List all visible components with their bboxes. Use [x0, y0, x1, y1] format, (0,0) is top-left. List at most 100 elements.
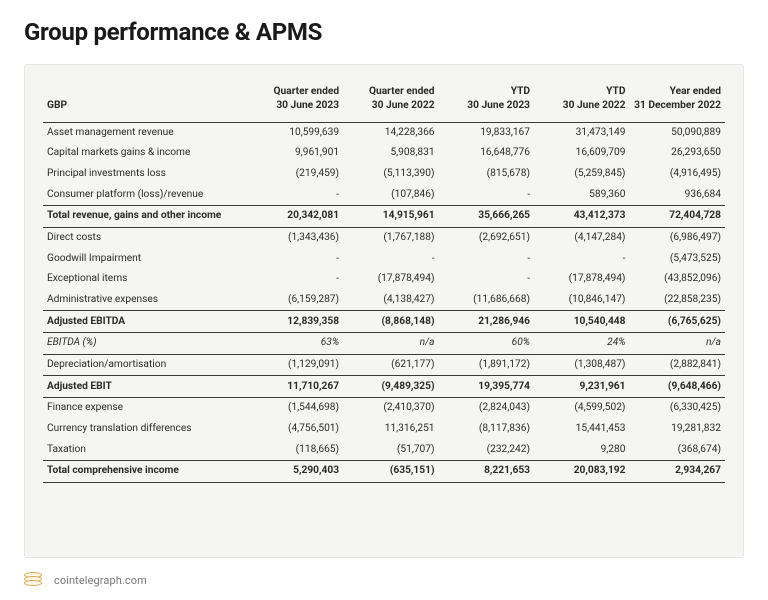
cell-value: (1,891,172) — [439, 354, 534, 376]
table-row: Consumer platform (loss)/revenue-(107,84… — [43, 185, 725, 206]
cell-value: 19,833,167 — [439, 122, 534, 143]
table-row: Total comprehensive income5,290,403(635,… — [43, 461, 725, 483]
row-label: Depreciation/amortisation — [43, 354, 248, 376]
cell-value: (6,159,287) — [248, 290, 343, 311]
cell-value: 16,648,776 — [439, 143, 534, 164]
row-label: Administrative expenses — [43, 290, 248, 311]
source-label: cointelegraph.com — [54, 574, 147, 587]
cell-value: (1,343,436) — [248, 227, 343, 248]
table-row: Capital markets gains & income9,961,9015… — [43, 143, 725, 164]
cell-value: (4,138,427) — [343, 290, 438, 311]
row-label: Consumer platform (loss)/revenue — [43, 185, 248, 206]
cell-value: (9,648,466) — [629, 376, 725, 398]
cell-value: (43,852,096) — [629, 269, 725, 290]
cell-value: 12,839,358 — [248, 311, 343, 333]
cell-value: (9,489,325) — [343, 376, 438, 398]
column-header: Year ended 31 December 2022 — [629, 81, 725, 122]
cell-value: 21,286,946 — [439, 311, 534, 333]
cell-value: 11,710,267 — [248, 376, 343, 398]
table-row: Asset management revenue10,599,63914,228… — [43, 122, 725, 143]
cell-value: 9,280 — [534, 439, 629, 460]
cell-value: n/a — [343, 333, 438, 355]
cell-value: (5,473,525) — [629, 249, 725, 270]
cell-value: 10,599,639 — [248, 122, 343, 143]
table-row: EBITDA (%)63%n/a60%24%n/a — [43, 333, 725, 355]
table-row: Adjusted EBIT11,710,267(9,489,325)19,395… — [43, 376, 725, 398]
row-label: Direct costs — [43, 227, 248, 248]
row-label: Principal investments loss — [43, 164, 248, 185]
cell-value: (118,665) — [248, 439, 343, 460]
cell-value: 43,412,373 — [534, 206, 629, 228]
table-row: Currency translation differences(4,756,5… — [43, 419, 725, 440]
cell-value: - — [439, 269, 534, 290]
row-label: Adjusted EBIT — [43, 376, 248, 398]
cell-value: - — [248, 185, 343, 206]
cell-value: (2,824,043) — [439, 398, 534, 419]
cell-value: (107,846) — [343, 185, 438, 206]
cell-value: 14,915,961 — [343, 206, 438, 228]
cell-value: (1,308,487) — [534, 354, 629, 376]
cell-value: (2,410,370) — [343, 398, 438, 419]
cell-value: (6,765,625) — [629, 311, 725, 333]
cell-value: (8,868,148) — [343, 311, 438, 333]
cell-value: - — [439, 249, 534, 270]
cell-value: (368,674) — [629, 439, 725, 460]
cell-value: 5,908,831 — [343, 143, 438, 164]
cell-value: 19,281,832 — [629, 419, 725, 440]
table-row: Total revenue, gains and other income20,… — [43, 206, 725, 228]
cell-value: 14,228,366 — [343, 122, 438, 143]
cell-value: (4,916,495) — [629, 164, 725, 185]
cell-value: 11,316,251 — [343, 419, 438, 440]
cell-value: (17,878,494) — [534, 269, 629, 290]
cell-value: 589,360 — [534, 185, 629, 206]
cell-value: 936,684 — [629, 185, 725, 206]
cell-value: (219,459) — [248, 164, 343, 185]
cell-value: 63% — [248, 333, 343, 355]
cell-value: (6,330,425) — [629, 398, 725, 419]
cell-value: 16,609,709 — [534, 143, 629, 164]
cell-value: 9,231,961 — [534, 376, 629, 398]
cell-value: 35,666,265 — [439, 206, 534, 228]
row-label: EBITDA (%) — [43, 333, 248, 355]
column-header: YTD 30 June 2023 — [439, 81, 534, 122]
cell-value: 24% — [534, 333, 629, 355]
cell-value: - — [534, 249, 629, 270]
table-row: Depreciation/amortisation(1,129,091)(621… — [43, 354, 725, 376]
cell-value: 5,290,403 — [248, 461, 343, 483]
cell-value: (10,846,147) — [534, 290, 629, 311]
cell-value: - — [248, 249, 343, 270]
cell-value: - — [439, 185, 534, 206]
cell-value: 15,441,453 — [534, 419, 629, 440]
table-row: Principal investments loss(219,459)(5,11… — [43, 164, 725, 185]
column-header: Quarter ended 30 June 2022 — [343, 81, 438, 122]
cell-value: (8,117,836) — [439, 419, 534, 440]
cell-value: n/a — [629, 333, 725, 355]
cell-value: (815,678) — [439, 164, 534, 185]
table-row: Administrative expenses(6,159,287)(4,138… — [43, 290, 725, 311]
cell-value: 2,934,267 — [629, 461, 725, 483]
cell-value: (2,882,841) — [629, 354, 725, 376]
row-label: Currency translation differences — [43, 419, 248, 440]
row-label: Adjusted EBITDA — [43, 311, 248, 333]
table-row: Direct costs(1,343,436)(1,767,188)(2,692… — [43, 227, 725, 248]
cell-value: 72,404,728 — [629, 206, 725, 228]
cell-value: 9,961,901 — [248, 143, 343, 164]
column-header: YTD 30 June 2022 — [534, 81, 629, 122]
column-header: Quarter ended 30 June 2023 — [248, 81, 343, 122]
table-header: GBPQuarter ended 30 June 2023Quarter end… — [43, 81, 725, 122]
cell-value: (6,986,497) — [629, 227, 725, 248]
cell-value: (621,177) — [343, 354, 438, 376]
cell-value: 26,293,650 — [629, 143, 725, 164]
cointelegraph-logo-icon — [24, 572, 44, 588]
cell-value: 50,090,889 — [629, 122, 725, 143]
cell-value: 8,221,653 — [439, 461, 534, 483]
table-row: Adjusted EBITDA12,839,358(8,868,148)21,2… — [43, 311, 725, 333]
column-header-currency: GBP — [43, 81, 248, 122]
cell-value: (1,767,188) — [343, 227, 438, 248]
cell-value: 60% — [439, 333, 534, 355]
cell-value: (1,544,698) — [248, 398, 343, 419]
financial-table-panel: GBPQuarter ended 30 June 2023Quarter end… — [24, 64, 744, 558]
cell-value: 31,473,149 — [534, 122, 629, 143]
cell-value: 20,083,192 — [534, 461, 629, 483]
cell-value: (22,858,235) — [629, 290, 725, 311]
